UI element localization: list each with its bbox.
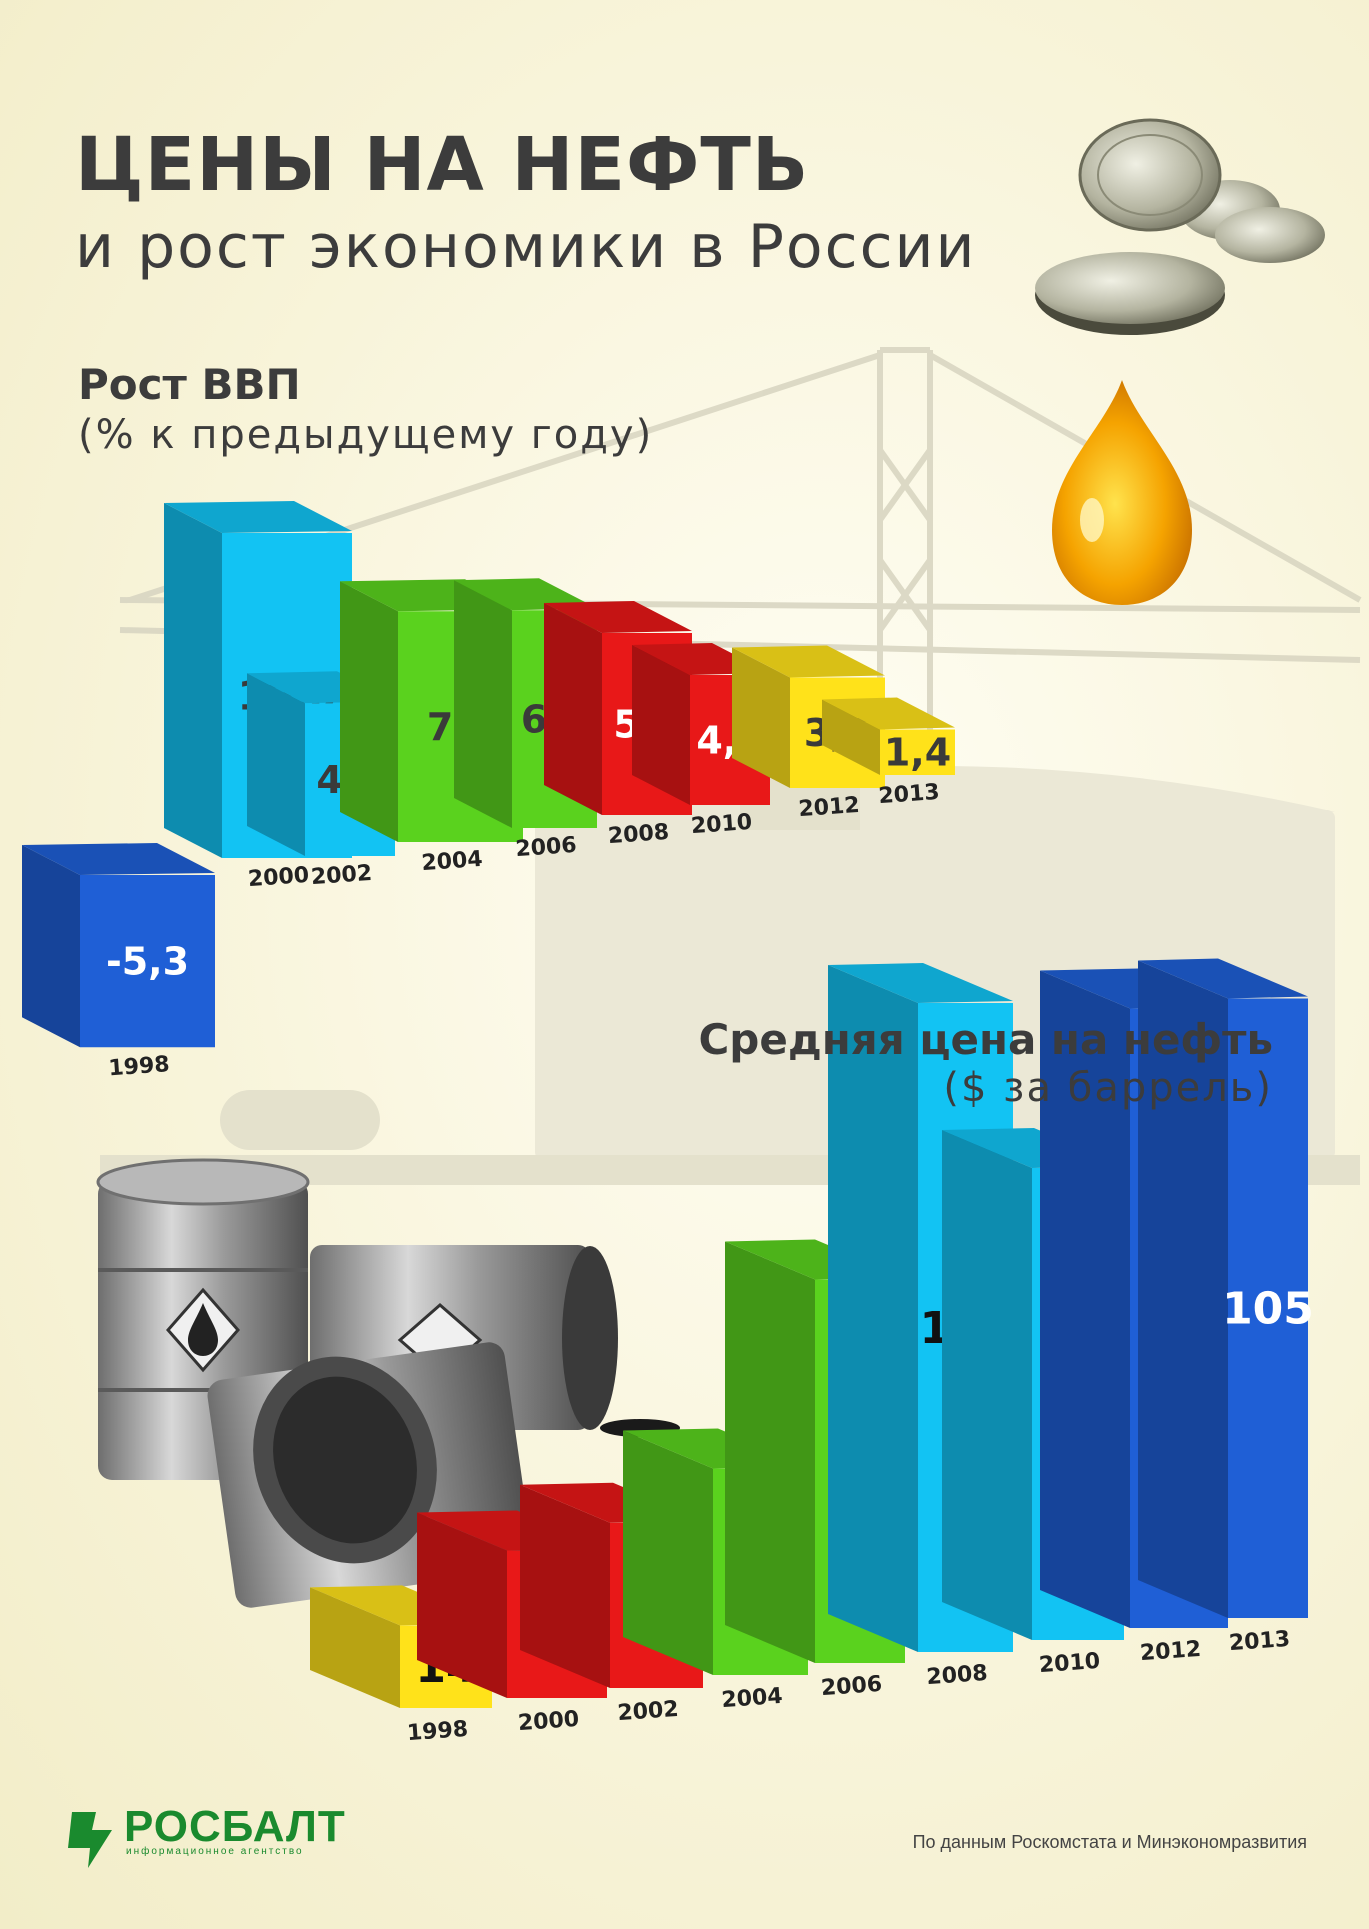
- tick-label: 2008: [607, 820, 670, 849]
- oil-barrel-icon: [96, 1158, 680, 1608]
- oil-chart-subtitle: ($ за баррель): [943, 1065, 1273, 1111]
- tick-label: 2002: [617, 1697, 680, 1726]
- data-label: 105: [1222, 1284, 1314, 1335]
- tick-label: 2006: [820, 1672, 883, 1701]
- logo-tagline: информационное агентство: [126, 1846, 304, 1857]
- tick-label: 2013: [1228, 1627, 1291, 1656]
- tick-label: 2010: [1038, 1649, 1101, 1678]
- page-title: ЦЕНЫ НА НЕФТЬ: [75, 122, 810, 208]
- tick-label: 2008: [926, 1661, 989, 1690]
- gdp-chart-title: Рост ВВП: [78, 360, 301, 409]
- logo-name: РОСБАЛТ: [124, 1802, 346, 1851]
- coins-icon: [1035, 118, 1325, 335]
- tick-label: 2000: [247, 863, 310, 892]
- source-note: По данным Роскомстата и Минэкономразвити…: [912, 1832, 1307, 1852]
- tick-label: 1998: [406, 1717, 469, 1746]
- tick-label: 2004: [721, 1684, 784, 1713]
- bar-2013: [1138, 958, 1308, 1618]
- tick-label: 2012: [798, 793, 861, 822]
- data-label: -5,3: [106, 939, 189, 983]
- data-label: 1,4: [884, 731, 951, 775]
- rosbalt-logo-icon: [68, 1812, 112, 1868]
- tick-label: 1998: [108, 1052, 171, 1081]
- bar-2013: [822, 697, 955, 775]
- tick-label: 2010: [690, 810, 753, 839]
- oil-price-chart: 1419982520002820023520046520061102008802…: [310, 958, 1314, 1746]
- tick-label: 2012: [1139, 1637, 1202, 1666]
- oil-chart-title: Средняя цена на нефть: [698, 1015, 1273, 1064]
- gdp-chart-subtitle: (% к предыдущему году): [78, 412, 654, 458]
- oil-drop-icon: [1052, 380, 1192, 605]
- tick-label: 2013: [878, 780, 941, 809]
- tick-label: 2000: [517, 1707, 580, 1736]
- gdp-chart: -5,3199810,020004,720027,120046,720065,6…: [22, 501, 955, 1081]
- tick-label: 2004: [421, 847, 484, 876]
- page-subtitle: и рост экономики в России: [75, 212, 977, 282]
- tick-label: 2006: [515, 833, 578, 862]
- bar-1998: [22, 843, 215, 1048]
- tick-label: 2002: [310, 861, 373, 890]
